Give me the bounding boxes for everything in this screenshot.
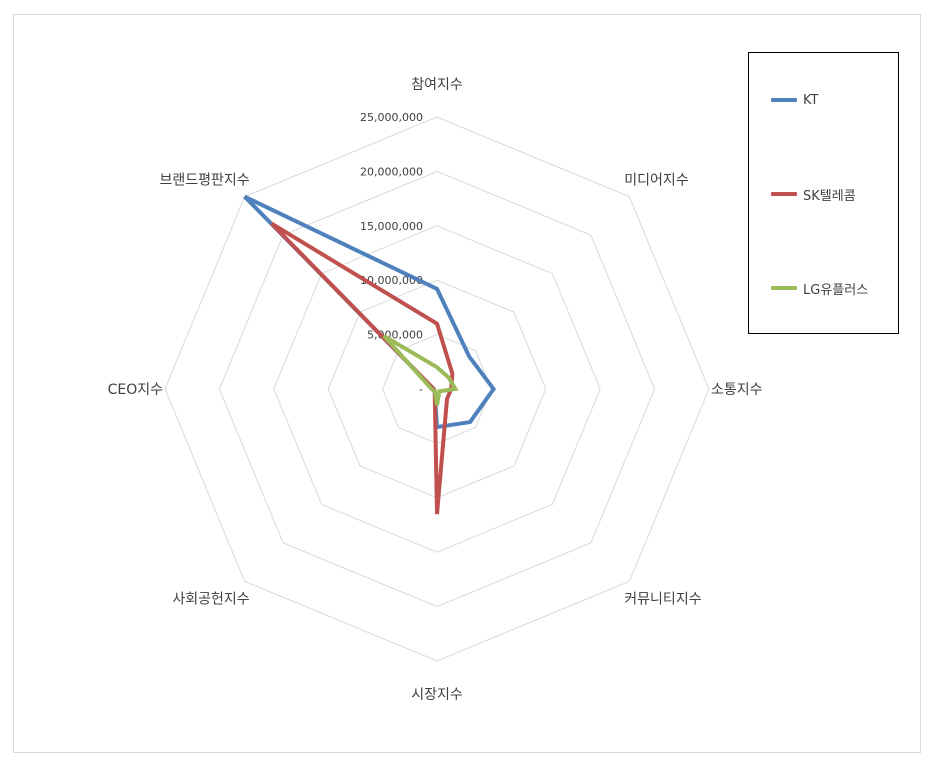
series-line: [382, 334, 459, 406]
category-label: 커뮤니티지수: [624, 591, 701, 607]
chart-area: [13, 14, 921, 753]
category-label: CEO지수: [108, 382, 164, 398]
radial-ticks: - 5,000,000 10,000,000 15,000,000 20,000,000…: [360, 111, 423, 396]
tick-label: 10,000,000: [360, 274, 423, 287]
legend-swatch: [771, 192, 797, 196]
legend-swatch: [771, 286, 797, 290]
category-label: 미디어지수: [624, 173, 689, 189]
legend-item: SK텔레콤: [771, 184, 856, 204]
legend-item: KT: [771, 90, 818, 110]
grid-ring: [273, 225, 601, 553]
tick-label: 25,000,000: [360, 111, 423, 124]
legend-label: SK텔레콤: [803, 188, 856, 204]
grid-ring: [164, 116, 710, 662]
category-label: 소통지수: [711, 382, 763, 398]
tick-label: -: [419, 383, 423, 396]
category-label: 시장지수: [411, 687, 463, 703]
category-label: 사회공헌지수: [172, 591, 249, 607]
series-lines: [243, 194, 497, 515]
grid-ring: [218, 170, 656, 608]
legend-swatch: [771, 98, 797, 102]
legend-label: KT: [803, 92, 819, 108]
legend: KT SK텔레콤 LG유플러스: [748, 52, 899, 334]
legend-label: LG유플러스: [803, 282, 869, 298]
tick-label: 15,000,000: [360, 220, 423, 233]
category-label: 브랜드평판지수: [160, 173, 250, 189]
legend-item: LG유플러스: [771, 278, 868, 298]
tick-label: 20,000,000: [360, 165, 423, 178]
tick-label: 5,000,000: [367, 329, 423, 342]
series-line: [270, 221, 455, 515]
category-label: 참여지수: [411, 77, 463, 93]
radar-grid: [164, 116, 710, 662]
